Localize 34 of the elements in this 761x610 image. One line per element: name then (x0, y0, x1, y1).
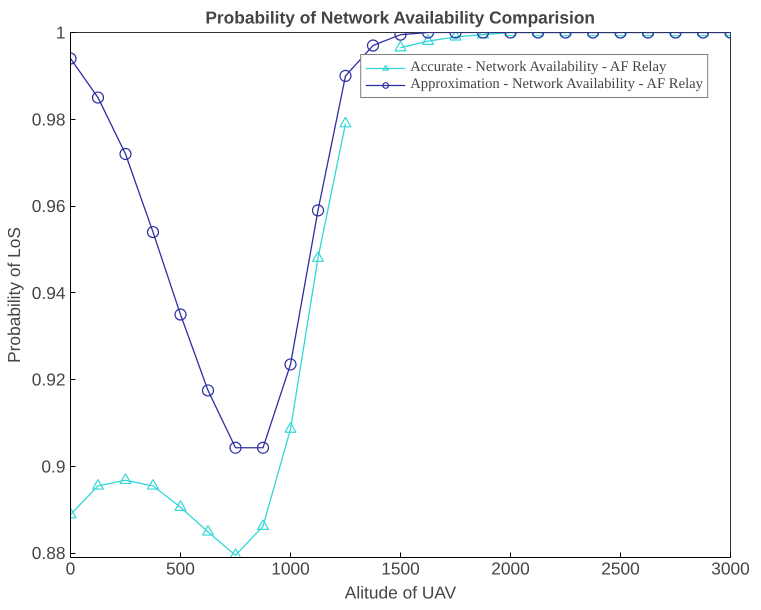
point (202, 524, 214, 536)
point (256, 442, 270, 454)
y-tick-label: 0.9 (41, 456, 66, 476)
x-tick-label: 2000 (491, 558, 530, 578)
x-tick-label: 1000 (271, 558, 310, 578)
y-tick-label: 0.96 (32, 196, 66, 216)
point (119, 473, 132, 484)
point (92, 478, 104, 490)
point (312, 204, 324, 216)
y-tick-label: 0.92 (32, 370, 66, 390)
point (146, 226, 160, 238)
x-tick-label: 2500 (601, 558, 640, 578)
point (174, 500, 187, 511)
x-axis-title: Alitude of UAV (344, 582, 457, 602)
x-tick-label: 0 (66, 558, 76, 578)
legend-label: Accurate - Network Availability - AF Relay (410, 59, 666, 76)
y-axis-title: Probability of LoS (4, 227, 24, 363)
x-tick-label: 500 (166, 558, 195, 578)
point (229, 442, 242, 454)
y-tick-label: 1 (56, 22, 66, 42)
x-tick-label: 1500 (381, 558, 420, 578)
point (174, 308, 187, 321)
point (284, 422, 297, 433)
x-tick-label: 3000 (711, 558, 750, 578)
point (202, 384, 214, 397)
legend-label: Approximation - Network Availability - AF Relay (410, 76, 703, 93)
y-tick-label: 0.94 (32, 282, 66, 303)
chart-title: Probability of Network Availability Comparision (205, 8, 596, 28)
point (146, 478, 160, 490)
y-tick-label: 0.88 (32, 543, 66, 564)
point (256, 519, 270, 530)
y-tick-label: 0.98 (32, 109, 66, 130)
point (284, 358, 297, 371)
point (229, 548, 242, 558)
